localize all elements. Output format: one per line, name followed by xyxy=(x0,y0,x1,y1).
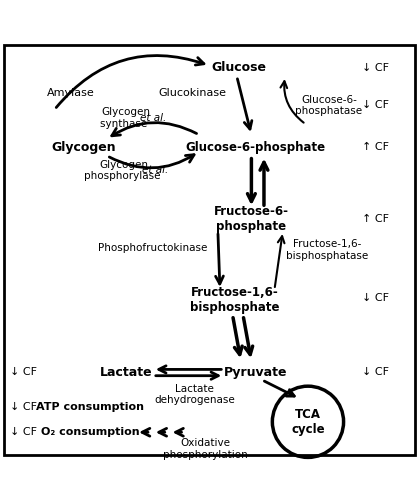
FancyBboxPatch shape xyxy=(4,44,415,456)
Text: Glucose-6-phosphate: Glucose-6-phosphate xyxy=(186,141,326,154)
Text: Fructose-1,6-
bisphosphatase: Fructose-1,6- bisphosphatase xyxy=(286,239,368,261)
Text: et al.: et al. xyxy=(142,166,168,175)
Text: Fructose-1,6-
bisphosphate: Fructose-1,6- bisphosphate xyxy=(190,286,279,314)
Text: ↓ CF: ↓ CF xyxy=(362,368,388,378)
Text: ↑ CF: ↑ CF xyxy=(362,142,388,152)
Text: Phosphofructokinase: Phosphofructokinase xyxy=(98,243,208,253)
Text: ↓ CF: ↓ CF xyxy=(362,293,388,303)
Text: Oxidative
phosphorylation: Oxidative phosphorylation xyxy=(163,438,248,460)
Text: ↓ CF: ↓ CF xyxy=(362,62,388,72)
Text: Glycogen
synthase: Glycogen synthase xyxy=(101,107,151,129)
Text: Fructose-6-
phosphate: Fructose-6- phosphate xyxy=(214,204,289,233)
Text: ↓ CF: ↓ CF xyxy=(10,402,36,412)
Text: Amylase: Amylase xyxy=(47,88,95,98)
Text: TCA
cycle: TCA cycle xyxy=(291,408,325,436)
Text: Glycogen
phosphorylase: Glycogen phosphorylase xyxy=(84,160,163,181)
Text: Lactate: Lactate xyxy=(99,366,152,379)
Text: Pyruvate: Pyruvate xyxy=(224,366,287,379)
Text: ↓ CF: ↓ CF xyxy=(10,368,36,378)
Text: Glucose: Glucose xyxy=(211,61,266,74)
Text: ATP consumption: ATP consumption xyxy=(36,402,144,412)
Text: Glucose-6-
phosphatase: Glucose-6- phosphatase xyxy=(295,94,362,116)
Text: O₂ consumption: O₂ consumption xyxy=(41,428,140,438)
Text: et al.: et al. xyxy=(140,113,166,123)
Text: ↓ CF: ↓ CF xyxy=(362,100,388,110)
Text: ↓ CF: ↓ CF xyxy=(10,428,36,438)
Text: Glucokinase: Glucokinase xyxy=(159,88,227,98)
Text: Glycogen: Glycogen xyxy=(52,141,116,154)
Text: ↑ CF: ↑ CF xyxy=(362,214,388,224)
Text: Lactate
dehydrogenase: Lactate dehydrogenase xyxy=(155,384,235,406)
